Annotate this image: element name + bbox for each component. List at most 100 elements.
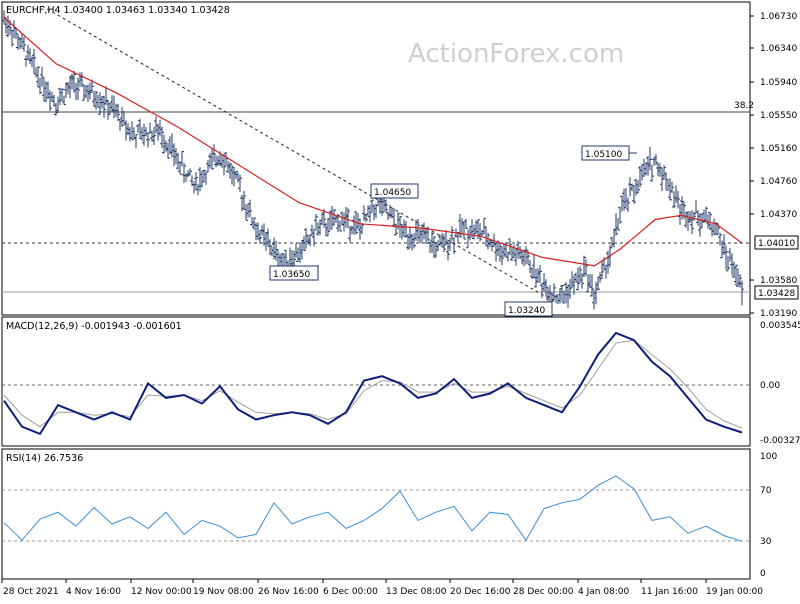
ohlc-bar bbox=[418, 228, 422, 244]
ohlc-bar bbox=[58, 87, 62, 106]
x-tick-label: 19 Nov 08:00 bbox=[193, 587, 254, 597]
rsi-tick: 70 bbox=[760, 486, 772, 496]
ohlc-bar bbox=[110, 95, 114, 112]
ohlc-bar bbox=[30, 56, 34, 68]
ohlc-bar bbox=[390, 208, 394, 219]
ohlc-bar bbox=[686, 211, 690, 231]
ohlc-bar bbox=[722, 234, 726, 256]
ohlc-bar bbox=[506, 251, 510, 262]
ohlc-bar bbox=[594, 281, 598, 305]
ohlc-bar bbox=[604, 264, 608, 279]
ohlc-bar bbox=[616, 218, 620, 231]
svg-text:1.05100: 1.05100 bbox=[585, 150, 622, 160]
ohlc-bar bbox=[310, 224, 314, 236]
ohlc-bar bbox=[220, 154, 224, 168]
ohlc-bar bbox=[486, 233, 490, 250]
ohlc-bar bbox=[538, 265, 542, 283]
ohlc-bar bbox=[728, 248, 732, 262]
ohlc-bar bbox=[428, 242, 432, 253]
ohlc-bar bbox=[678, 203, 682, 225]
svg-text:1.03240: 1.03240 bbox=[508, 306, 545, 316]
ohlc-bar bbox=[514, 248, 518, 266]
ohlc-bar bbox=[614, 213, 618, 236]
ohlc-bar bbox=[26, 44, 30, 59]
ohlc-bar bbox=[618, 206, 622, 224]
ohlc-bar bbox=[232, 166, 236, 187]
price-tick: 1.04370 bbox=[760, 210, 797, 220]
rsi-panel-frame bbox=[1, 448, 751, 580]
ohlc-bar bbox=[356, 212, 360, 230]
ohlc-bar bbox=[64, 82, 68, 98]
price-tick: 1.05160 bbox=[760, 144, 797, 154]
x-tick-label: 28 Oct 2021 bbox=[3, 587, 59, 597]
ohlc-bar bbox=[704, 206, 708, 221]
ohlc-bar bbox=[124, 120, 128, 141]
ohlc-bar bbox=[270, 246, 274, 257]
ohlc-bar bbox=[508, 238, 512, 256]
ohlc-bar bbox=[136, 124, 140, 134]
price-y-axis: 1.06730 1.06340 1.05940 1.05550 1.05160 … bbox=[750, 12, 797, 319]
ohlc-bar bbox=[28, 48, 32, 65]
svg-text:1.04650: 1.04650 bbox=[374, 188, 411, 198]
ohlc-bar bbox=[724, 245, 728, 270]
level-label-box bbox=[754, 235, 799, 250]
ohlc-bar bbox=[536, 268, 540, 283]
ohlc-bar bbox=[708, 212, 712, 231]
ohlc-bar bbox=[352, 215, 356, 235]
ohlc-bar bbox=[368, 204, 372, 223]
ohlc-bar bbox=[208, 153, 212, 169]
annotation-high-1: 1.04650 bbox=[370, 183, 419, 199]
price-tick: 1.05550 bbox=[760, 111, 797, 121]
ohlc-bar bbox=[166, 142, 170, 159]
ohlc-bar bbox=[584, 259, 588, 277]
ohlc-bar bbox=[500, 246, 504, 266]
ohlc-bar bbox=[256, 222, 260, 240]
ohlc-bar bbox=[24, 55, 28, 67]
ohlc-bar bbox=[200, 171, 204, 188]
ohlc-bar bbox=[38, 77, 42, 95]
ohlc-bar bbox=[434, 241, 438, 258]
ohlc-bar bbox=[238, 174, 242, 192]
ohlc-bar bbox=[242, 191, 246, 210]
ohlc-bar bbox=[562, 290, 566, 304]
ohlc-bar bbox=[412, 233, 416, 249]
ohlc-bar bbox=[692, 211, 696, 221]
ohlc-bar bbox=[36, 66, 40, 88]
ohlc-bar bbox=[196, 183, 200, 196]
ohlc-bar bbox=[98, 92, 102, 115]
ohlc-bar bbox=[174, 148, 178, 165]
ohlc-bar bbox=[206, 160, 210, 173]
ohlc-bar bbox=[690, 210, 694, 235]
macd-panel-frame bbox=[1, 316, 751, 447]
ohlc-bar bbox=[440, 232, 444, 247]
ohlc-bar bbox=[556, 296, 560, 305]
x-tick-label: 28 Dec 00:00 bbox=[513, 587, 574, 597]
ohlc-bar bbox=[446, 243, 450, 261]
ohlc-bar bbox=[726, 256, 730, 272]
ohlc-bar bbox=[478, 223, 482, 242]
price-tick: 1.03580 bbox=[760, 276, 797, 286]
ohlc-bar bbox=[634, 178, 638, 196]
ohlc-bar bbox=[312, 228, 316, 247]
ohlc-bar bbox=[224, 152, 228, 167]
price-bars bbox=[2, 10, 744, 310]
ohlc-bar bbox=[696, 210, 700, 226]
ohlc-bar bbox=[610, 236, 614, 248]
ohlc-bar bbox=[320, 213, 324, 226]
ohlc-bar bbox=[16, 34, 20, 50]
ohlc-bar bbox=[248, 199, 252, 218]
ohlc-bar bbox=[94, 90, 98, 110]
ohlc-bar bbox=[512, 244, 516, 259]
ohlc-bar bbox=[18, 38, 22, 50]
ohlc-bar bbox=[540, 282, 544, 298]
ohlc-bar bbox=[498, 242, 502, 262]
svg-text:1.03650: 1.03650 bbox=[273, 270, 310, 280]
price-panel-frame bbox=[1, 1, 751, 316]
ohlc-bar bbox=[268, 239, 272, 256]
current-price-box bbox=[754, 285, 799, 300]
ohlc-bar bbox=[636, 180, 640, 194]
ohlc-bar bbox=[372, 204, 376, 221]
ohlc-bar bbox=[76, 77, 80, 100]
ohlc-bar bbox=[448, 237, 452, 251]
annotation-low-2: 1.03240 bbox=[504, 301, 553, 317]
